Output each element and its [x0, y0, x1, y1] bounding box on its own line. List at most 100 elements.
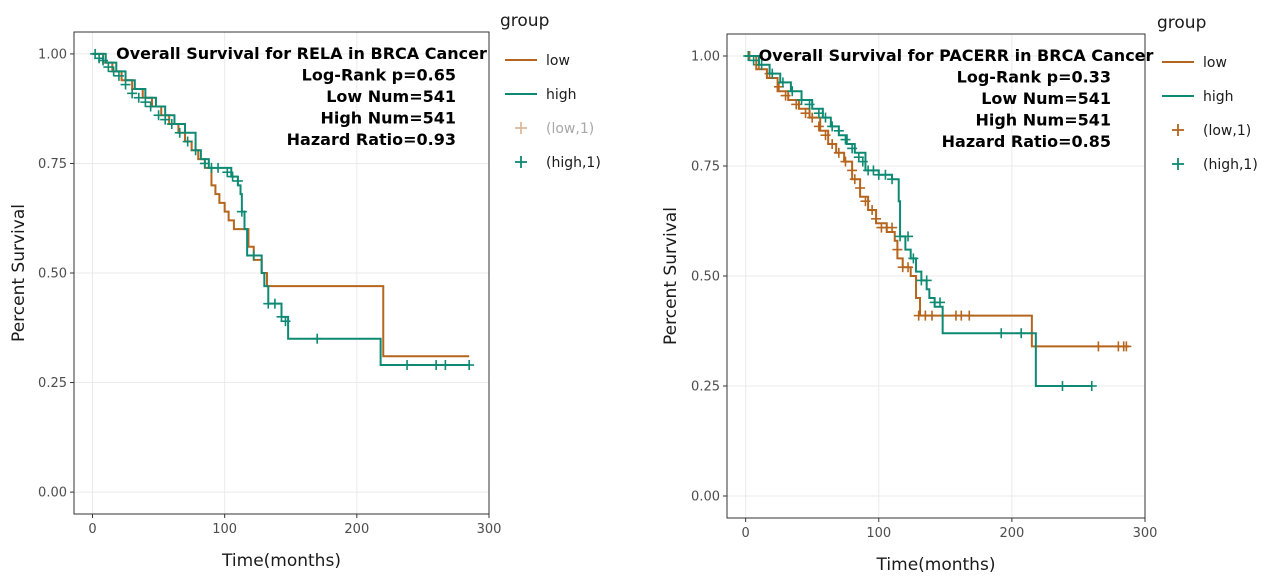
x-tick-label: 0: [88, 522, 96, 537]
censor-mark-low: [780, 90, 791, 101]
censor-mark-high: [804, 99, 815, 110]
censor-mark-high: [232, 175, 243, 186]
legend-swatch-cross: [1172, 158, 1184, 170]
censor-mark-high: [756, 59, 767, 70]
censor-mark-high: [227, 171, 238, 182]
censor-mark-high: [847, 143, 858, 154]
censor-mark-high: [833, 125, 844, 136]
y-axis-label: Percent Survival: [661, 207, 681, 345]
censor-mark-high: [1086, 381, 1097, 391]
series-group: [743, 51, 1132, 391]
annotation-low-num: Low Num=541: [981, 89, 1111, 108]
y-tick-label: 0.50: [38, 267, 67, 282]
censor-mark-high: [880, 169, 891, 180]
legend: group low high (low,1) (high,1): [1157, 13, 1258, 173]
annotation-high-num: High Num=541: [975, 111, 1111, 130]
annotation-logrank: Log-Rank p=0.65: [302, 66, 456, 85]
legend-label: (low,1): [546, 121, 594, 137]
x-tick-label: 0: [741, 526, 749, 541]
censor-mark-high: [312, 333, 323, 344]
censor-mark-high: [743, 51, 754, 61]
censor-mark-high: [857, 156, 868, 167]
legend-item: (low,1): [1172, 123, 1251, 139]
censor-mark-low: [892, 244, 903, 255]
y-tick-label: 0.75: [691, 160, 720, 175]
annotation-hazard-ratio: Hazard Ratio=0.85: [942, 132, 1111, 151]
censor-mark-high: [431, 360, 442, 371]
censor-mark-high: [182, 136, 193, 147]
annotation-low-num: Low Num=541: [326, 87, 456, 106]
legend-item: (high,1): [1172, 157, 1258, 173]
y-tick-label: 0.50: [691, 270, 720, 285]
censor-mark-high: [140, 97, 151, 108]
censor-mark-high: [796, 95, 807, 105]
censor-mark-low: [860, 196, 871, 207]
censor-mark-high: [199, 158, 210, 169]
legend-item: high: [505, 87, 577, 103]
y-tick-label: 1.00: [38, 47, 67, 62]
censor-mark-low: [964, 310, 975, 321]
legend-title: group: [1157, 13, 1206, 33]
censor-mark-high: [127, 88, 138, 99]
y-tick-label: 0.75: [38, 157, 67, 172]
censor-mark-low: [903, 262, 914, 273]
censor-mark-high: [767, 68, 778, 79]
censor-mark-high: [153, 110, 164, 121]
legend-item: low: [1162, 55, 1227, 71]
censor-mark-low: [807, 112, 818, 123]
x-axis-label: Time(months): [876, 555, 996, 575]
censor-mark-high: [1016, 328, 1027, 339]
x-axis-label: Time(months): [221, 551, 341, 571]
censor-mark-low: [871, 213, 882, 224]
censor-mark-high: [748, 55, 759, 66]
censor-mark-high: [908, 253, 919, 264]
y-tick-label: 0.00: [38, 486, 67, 501]
censor-mark-high: [160, 114, 171, 125]
censor-mark-high: [827, 121, 838, 132]
censor-mark-high: [934, 297, 945, 308]
censor-mark-high: [820, 112, 831, 123]
censor-mark-high: [236, 206, 247, 217]
legend: group low high (low,1) (high,1): [500, 11, 601, 171]
legend-label: low: [1203, 55, 1227, 71]
legend-item: (low,1): [515, 121, 594, 137]
censor-mark-high: [787, 86, 798, 97]
legend-item: low: [505, 53, 570, 69]
censor-mark-low: [927, 310, 938, 321]
censor-mark-low: [820, 130, 831, 141]
chart-title: Overall Survival for RELA in BRCA Cancer: [116, 44, 487, 63]
censor-mark-low: [827, 139, 838, 149]
series-group: [90, 48, 475, 371]
censor-mark-low: [847, 165, 858, 176]
censor-mark-low: [1121, 341, 1132, 352]
censor-mark-high: [996, 328, 1007, 339]
censor-mark-high: [280, 316, 291, 327]
x-tick-label: 200: [344, 522, 369, 537]
annotation-high-num: High Num=541: [320, 109, 456, 128]
y-tick-label: 0.00: [691, 490, 720, 505]
censor-mark-low: [840, 156, 851, 167]
chart-title: Overall Survival for PACERR in BRCA Canc…: [759, 46, 1154, 65]
censor-mark-low: [813, 121, 824, 132]
axes: 0 100 200 300 0.00 0.25 0.50 0.75 1.00: [38, 47, 501, 537]
censor-mark-high: [464, 360, 475, 371]
censor-mark-low: [867, 205, 878, 215]
censor-mark-high: [190, 145, 201, 156]
censor-mark-low: [887, 222, 898, 233]
x-tick-label: 200: [999, 526, 1024, 541]
censor-mark-low: [800, 108, 811, 119]
censor-mark-high: [777, 77, 788, 88]
survival-curve-high: [92, 52, 470, 367]
legend-item: high: [1162, 89, 1234, 105]
chart-panel-pacerr: 0 100 200 300 0.00 0.25 0.50 0.75 1.00 Overall S…: [661, 13, 1258, 575]
legend-label: (high,1): [546, 155, 601, 171]
censor-mark-high: [921, 275, 932, 286]
legend-label: low: [546, 53, 570, 69]
censor-mark-high: [840, 134, 851, 145]
censor-mark-low: [849, 174, 860, 185]
censor-mark-high: [222, 167, 233, 178]
censor-mark-high: [903, 231, 914, 242]
censor-mark-high: [174, 127, 185, 138]
legend-swatch-cross: [1172, 124, 1184, 136]
